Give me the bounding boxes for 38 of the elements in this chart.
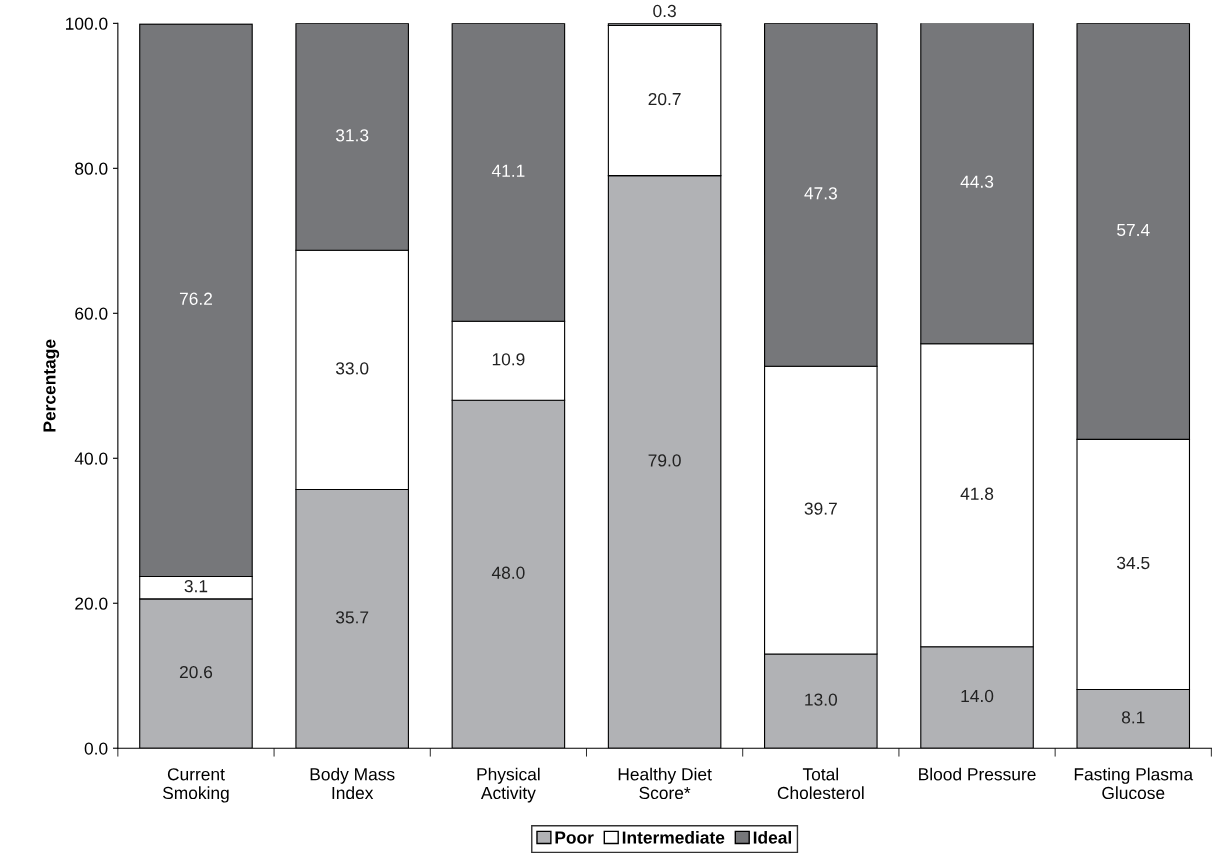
x-tick-label: Current Smoking <box>162 768 229 803</box>
y-tick-label: 100.0 <box>66 17 108 30</box>
legend-label: Poor <box>555 831 594 844</box>
data-label: 14.0 <box>961 689 994 703</box>
y-tick-label: 20.0 <box>75 597 108 610</box>
data-label: 48.0 <box>491 566 525 579</box>
y-tick-label: 40.0 <box>74 452 108 465</box>
data-label: 31.3 <box>335 129 369 142</box>
x-tick-label: Healthy Diet Score* <box>618 767 712 800</box>
x-tick-label: Blood Pressure <box>919 767 1036 781</box>
y-tick-label: 60.0 <box>75 307 108 320</box>
data-label: 20.6 <box>179 665 213 679</box>
data-label: 33.0 <box>335 362 369 375</box>
legend-label: Ideal <box>753 830 791 844</box>
data-label: 47.3 <box>804 187 837 200</box>
data-label: 44.3 <box>960 175 994 188</box>
data-label: 10.9 <box>492 353 525 366</box>
data-label: 41.1 <box>491 164 525 177</box>
x-tick-label: Fasting Plasma Glucose <box>1074 767 1194 800</box>
data-label: 34.5 <box>1117 556 1150 570</box>
data-label: 57.4 <box>1117 223 1150 237</box>
x-tick-label: Total Cholesterol <box>777 767 864 800</box>
data-label: 79.0 <box>648 454 681 467</box>
data-label: 76.2 <box>179 292 212 305</box>
data-label: 13.0 <box>805 693 838 706</box>
data-label: 3.1 <box>184 580 208 593</box>
data-label: 8.1 <box>1121 711 1145 724</box>
y-tick-label: 80.0 <box>75 162 108 175</box>
data-label: 35.7 <box>335 611 369 624</box>
y-tick-label: 0.0 <box>84 742 108 755</box>
data-label: 39.7 <box>804 502 837 515</box>
data-label: 0.3 <box>653 4 676 18</box>
legend-label: Intermediate <box>622 830 725 844</box>
y-axis-title: Percentage <box>43 339 60 432</box>
x-tick-label: Physical Activity <box>477 767 540 803</box>
data-label: 41.8 <box>960 487 994 500</box>
data-label: 20.7 <box>648 92 681 106</box>
x-tick-label: Body Mass Index <box>310 767 395 800</box>
